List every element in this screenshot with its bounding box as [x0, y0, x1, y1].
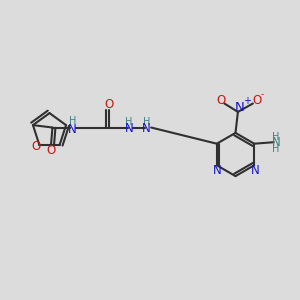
Text: H: H: [69, 116, 76, 126]
Text: N: N: [142, 122, 151, 135]
Text: N: N: [272, 136, 280, 149]
Text: +: +: [243, 96, 251, 106]
Text: H: H: [272, 144, 280, 154]
Text: H: H: [125, 116, 133, 127]
Text: -: -: [260, 91, 263, 100]
Text: O: O: [32, 140, 41, 154]
Text: H: H: [272, 132, 280, 142]
Text: O: O: [46, 144, 56, 158]
Text: N: N: [124, 122, 133, 135]
Text: N: N: [251, 164, 260, 177]
Text: N: N: [68, 122, 76, 136]
Text: N: N: [235, 100, 244, 114]
Text: O: O: [216, 94, 225, 107]
Text: O: O: [253, 94, 262, 107]
Text: O: O: [104, 98, 114, 111]
Text: N: N: [212, 164, 221, 177]
Text: H: H: [143, 116, 150, 127]
